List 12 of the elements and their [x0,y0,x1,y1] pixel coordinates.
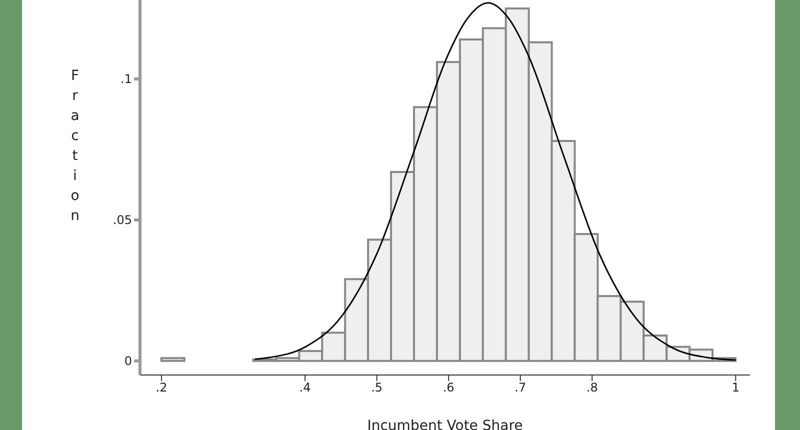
x-tick-label: .8 [586,380,598,395]
x-tick-label: .6 [442,380,454,395]
x-tick-label: 1 [732,380,740,395]
y-tick-label: .1 [120,72,132,86]
y-axis-title: Fraction [70,68,80,224]
y-tick-label: 0 [124,354,132,368]
x-tick-label: .2 [156,380,168,395]
x-tick-label: .5 [371,380,383,395]
x-tick-label: .4 [299,380,311,395]
y-tick-label: .05 [112,213,132,228]
x-tick-label: .7 [514,380,526,395]
x-axis-title: Incumbent Vote Share [367,418,523,430]
